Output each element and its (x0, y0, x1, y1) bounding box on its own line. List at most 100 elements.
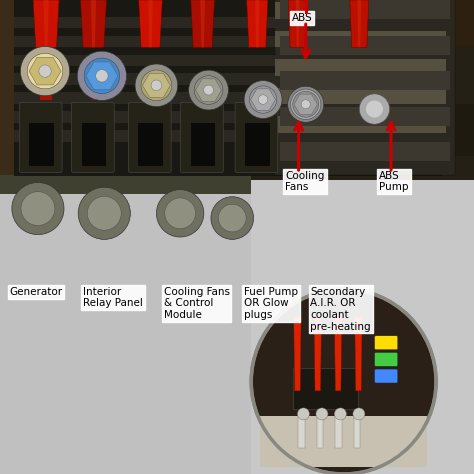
FancyBboxPatch shape (0, 0, 85, 180)
Circle shape (366, 100, 383, 118)
Polygon shape (296, 0, 300, 47)
Polygon shape (200, 0, 205, 47)
FancyBboxPatch shape (256, 92, 268, 100)
FancyBboxPatch shape (280, 0, 450, 19)
Polygon shape (350, 0, 369, 47)
Circle shape (12, 182, 64, 235)
FancyBboxPatch shape (0, 175, 251, 194)
Polygon shape (191, 0, 214, 47)
FancyBboxPatch shape (261, 416, 427, 466)
Circle shape (249, 86, 277, 113)
Circle shape (96, 70, 108, 82)
Circle shape (189, 70, 228, 110)
Circle shape (334, 408, 346, 420)
Circle shape (211, 197, 254, 239)
Circle shape (156, 190, 204, 237)
FancyBboxPatch shape (280, 36, 450, 55)
Text: Interior
Relay Panel: Interior Relay Panel (83, 287, 143, 309)
Circle shape (297, 96, 314, 113)
Circle shape (194, 76, 223, 104)
Text: ABS: ABS (292, 13, 312, 23)
Polygon shape (357, 0, 361, 47)
Polygon shape (294, 94, 318, 114)
Polygon shape (246, 0, 268, 47)
Circle shape (359, 94, 390, 124)
Circle shape (219, 204, 246, 232)
FancyBboxPatch shape (14, 55, 441, 66)
FancyBboxPatch shape (275, 88, 446, 104)
FancyBboxPatch shape (14, 17, 441, 28)
FancyBboxPatch shape (138, 123, 163, 166)
FancyBboxPatch shape (275, 31, 446, 47)
Polygon shape (148, 0, 153, 47)
FancyBboxPatch shape (14, 0, 441, 175)
Polygon shape (255, 0, 259, 47)
FancyBboxPatch shape (14, 36, 441, 47)
FancyBboxPatch shape (298, 413, 305, 448)
FancyBboxPatch shape (201, 92, 213, 100)
Circle shape (87, 196, 121, 230)
Circle shape (244, 81, 282, 118)
Circle shape (293, 91, 319, 117)
Polygon shape (314, 317, 321, 391)
FancyBboxPatch shape (14, 92, 441, 104)
Circle shape (251, 289, 436, 474)
Circle shape (165, 198, 195, 228)
FancyBboxPatch shape (149, 92, 161, 100)
FancyBboxPatch shape (29, 123, 54, 166)
FancyBboxPatch shape (72, 102, 114, 173)
Polygon shape (196, 79, 221, 101)
Circle shape (77, 51, 127, 100)
FancyBboxPatch shape (82, 123, 106, 166)
FancyBboxPatch shape (275, 2, 446, 19)
Polygon shape (86, 62, 118, 90)
FancyBboxPatch shape (0, 104, 474, 156)
FancyBboxPatch shape (0, 180, 251, 474)
Circle shape (291, 89, 321, 119)
FancyBboxPatch shape (92, 92, 104, 100)
FancyBboxPatch shape (14, 130, 441, 142)
Polygon shape (81, 0, 107, 47)
Polygon shape (251, 89, 275, 110)
FancyBboxPatch shape (19, 102, 62, 173)
FancyBboxPatch shape (275, 116, 446, 133)
Text: Generator: Generator (9, 287, 63, 297)
Circle shape (258, 95, 268, 104)
FancyBboxPatch shape (354, 413, 360, 448)
Circle shape (84, 58, 119, 93)
Polygon shape (29, 57, 61, 85)
FancyBboxPatch shape (293, 368, 357, 409)
Polygon shape (33, 0, 59, 47)
Polygon shape (44, 0, 49, 47)
FancyBboxPatch shape (275, 0, 455, 175)
Text: Cooling
Fans: Cooling Fans (285, 171, 325, 192)
FancyBboxPatch shape (191, 123, 215, 166)
Circle shape (20, 46, 70, 96)
Text: Secondary
A.I.R. OR
coolant
pre-heating: Secondary A.I.R. OR coolant pre-heating (310, 287, 371, 332)
Circle shape (141, 70, 172, 100)
Circle shape (39, 65, 51, 77)
Text: ABS
Pump: ABS Pump (379, 171, 409, 192)
Circle shape (253, 291, 434, 472)
Circle shape (203, 85, 213, 95)
Polygon shape (91, 0, 96, 47)
FancyBboxPatch shape (235, 102, 278, 173)
FancyBboxPatch shape (335, 413, 342, 448)
Circle shape (78, 187, 130, 239)
FancyBboxPatch shape (374, 353, 398, 366)
Text: Fuel Pump
OR Glow
plugs: Fuel Pump OR Glow plugs (244, 287, 298, 320)
FancyBboxPatch shape (280, 107, 450, 126)
FancyBboxPatch shape (275, 59, 446, 76)
Circle shape (21, 191, 55, 226)
Circle shape (353, 408, 365, 420)
FancyBboxPatch shape (280, 142, 450, 161)
Text: Cooling Fans
& Control
Module: Cooling Fans & Control Module (164, 287, 229, 320)
Polygon shape (288, 0, 307, 47)
Circle shape (27, 54, 63, 89)
FancyBboxPatch shape (280, 71, 450, 90)
FancyBboxPatch shape (374, 336, 398, 350)
FancyBboxPatch shape (14, 73, 441, 85)
Polygon shape (138, 0, 162, 47)
Circle shape (151, 80, 162, 91)
Polygon shape (143, 73, 170, 97)
